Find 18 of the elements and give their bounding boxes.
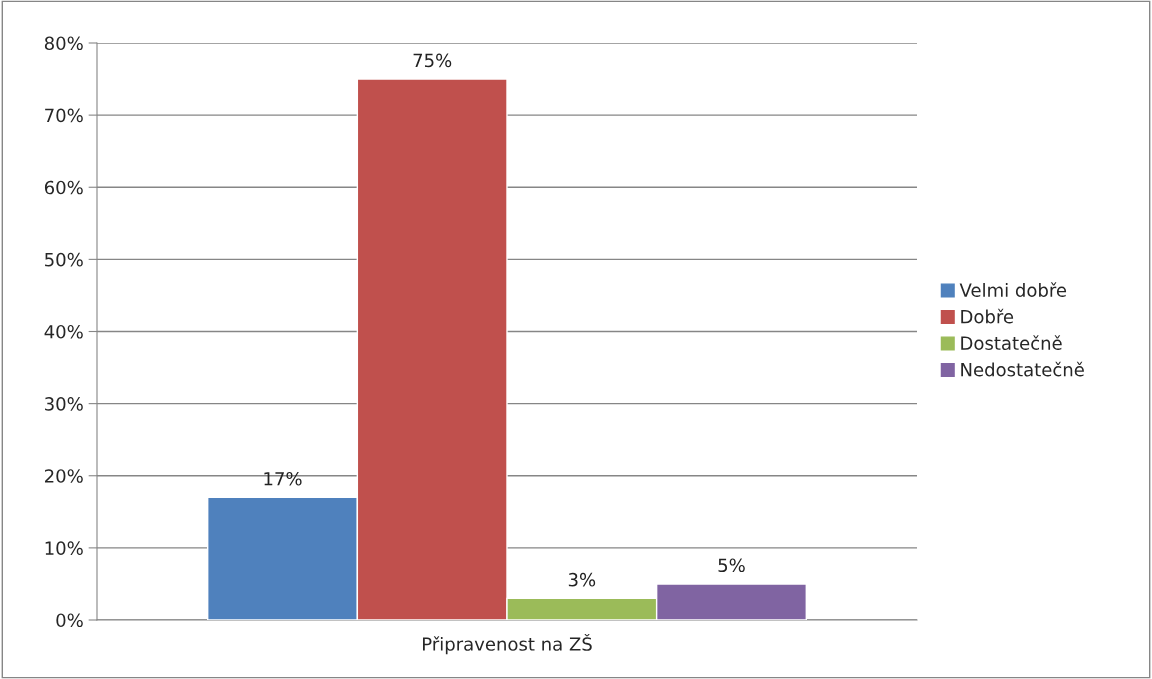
data-label: 17% — [264, 471, 302, 486]
y-tick-label: 20% — [45, 469, 83, 483]
data-label: 5% — [718, 558, 745, 573]
x-tick-label: Připravenost na ZŠ — [423, 633, 592, 655]
y-tick-label: 10% — [45, 541, 83, 555]
data-label: 75% — [413, 53, 452, 68]
legend-label: Dobře — [961, 308, 1014, 324]
legend-label: Dostatečně — [961, 335, 1062, 350]
y-tick-label: 50% — [45, 252, 83, 267]
y-tick-label: 0% — [56, 613, 83, 628]
y-tick-label: 80% — [44, 36, 83, 51]
legend-label: Nedostatečně — [961, 361, 1084, 377]
y-tick-label: 40% — [44, 324, 83, 339]
data-label: 3% — [568, 572, 596, 587]
y-tick-label: 30% — [45, 397, 83, 411]
y-tick-label: 70% — [45, 108, 83, 123]
legend-label: Velmi dobře — [959, 282, 1067, 297]
y-tick-label: 60% — [44, 180, 83, 195]
